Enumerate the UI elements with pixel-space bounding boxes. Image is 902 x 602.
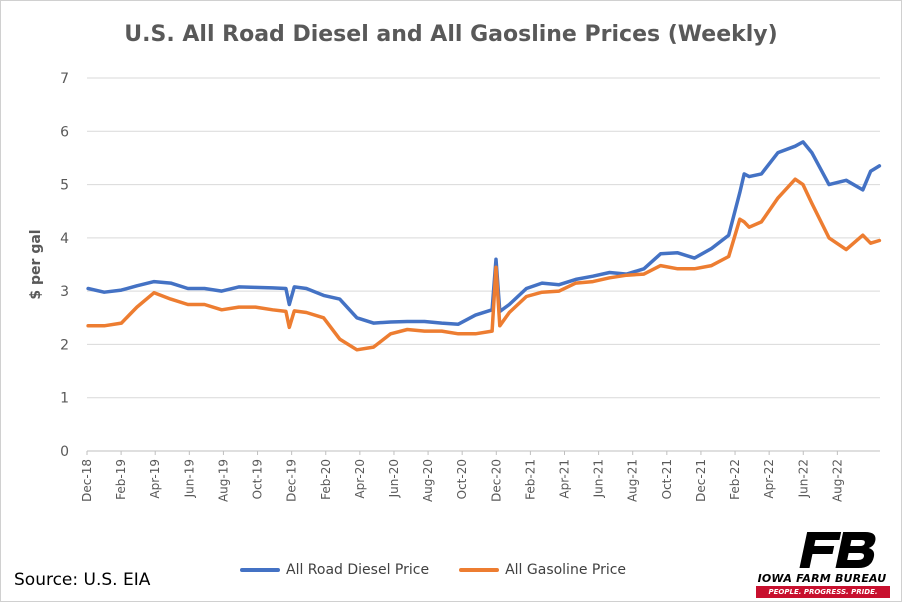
y-tick-label: 6 [60, 124, 69, 140]
x-tick-label: Aug-20 [421, 459, 435, 502]
y-tick-label: 0 [60, 444, 69, 460]
x-tick-label: Aug-19 [216, 459, 230, 502]
legend-label-gasoline: All Gasoline Price [505, 562, 627, 578]
x-tick-label: Dec-21 [694, 459, 708, 502]
series-line-gasoline [86, 177, 882, 352]
y-tick-label: 7 [60, 71, 69, 87]
legend-swatch-diesel [240, 568, 280, 572]
x-tick-label: Feb-22 [728, 459, 742, 500]
y-tick-label: 4 [60, 231, 69, 247]
source-note: Source: U.S. EIA [14, 570, 151, 590]
logo-tagline: PEOPLE. PROGRESS. PRIDE. [756, 586, 890, 598]
y-tick-label: 3 [60, 284, 69, 300]
legend-item-diesel: All Road Diesel Price [240, 562, 429, 578]
legend-item-gasoline: All Gasoline Price [459, 562, 626, 578]
chart-title: U.S. All Road Diesel and All Gaosline Pr… [124, 22, 778, 47]
x-tick-label: Jun-22 [796, 459, 810, 498]
y-tick-label: 2 [60, 337, 69, 353]
x-tick-label: Aug-22 [830, 459, 844, 502]
x-tick-label: Feb-19 [114, 459, 128, 500]
y-tick-label: 1 [60, 391, 69, 407]
legend-label-diesel: All Road Diesel Price [286, 562, 430, 578]
x-tick-label: Oct-20 [455, 459, 469, 499]
series-line-diesel [86, 140, 882, 326]
x-tick-label: Jun-20 [387, 459, 401, 498]
x-tick-label: Oct-19 [251, 459, 265, 499]
x-tick-label: Apr-20 [353, 459, 367, 499]
y-tick-label: 5 [60, 178, 69, 194]
x-tick-label: Aug-21 [626, 459, 640, 502]
y-axis-label: $ per gal [28, 229, 44, 299]
x-tick-label: Apr-19 [148, 459, 162, 499]
x-tick-label: Apr-22 [762, 459, 776, 499]
x-tick-label: Apr-21 [558, 459, 572, 499]
x-tick-label: Dec-20 [489, 459, 503, 502]
logo-name: IOWA FARM BUREAU [757, 572, 887, 585]
x-tick-label: Feb-20 [319, 459, 333, 500]
x-tick-label: Feb-21 [523, 459, 537, 500]
legend: All Road Diesel Price All Gasoline Price [240, 562, 626, 578]
x-tick-label: Jun-21 [592, 459, 606, 498]
legend-swatch-gasoline [459, 568, 500, 572]
x-tick-label: Jun-19 [182, 459, 196, 498]
fb-logo-icon [799, 532, 876, 568]
iowa-farm-bureau-logo: IOWA FARM BUREAU PEOPLE. PROGRESS. PRIDE… [748, 528, 898, 600]
x-tick-label: Oct-21 [660, 459, 674, 499]
x-tick-label: Dec-19 [285, 459, 299, 502]
x-tick-label: Dec-18 [80, 459, 94, 502]
